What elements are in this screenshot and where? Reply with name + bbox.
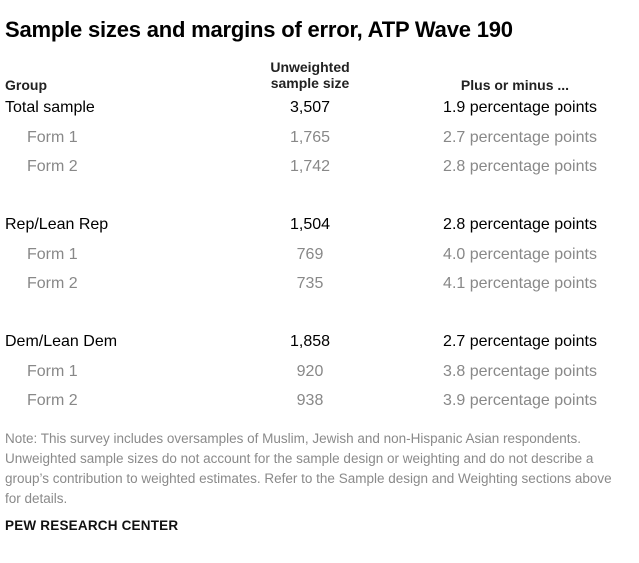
table-title: Sample sizes and margins of error, ATP W…: [5, 17, 513, 42]
source-credit: PEW RESEARCH CENTER: [5, 518, 179, 533]
row-margin-of-error: 2.7 percentage points: [443, 333, 597, 350]
row-margin-of-error: 4.1 percentage points: [443, 275, 597, 292]
table-row: Form 2 1,742 2.8 percentage points: [0, 158, 639, 180]
row-group-label: Rep/Lean Rep: [5, 216, 109, 233]
table-row: Form 1 920 3.8 percentage points: [0, 363, 639, 385]
row-group-label: Dem/Lean Dem: [5, 333, 118, 350]
row-sample-size: 920: [296, 363, 324, 380]
table-row: Form 1 769 4.0 percentage points: [0, 246, 639, 268]
row-margin-of-error: 3.8 percentage points: [443, 363, 597, 380]
column-header-margin-of-error: Plus or minus ...: [460, 77, 570, 93]
column-header-group: Group: [5, 77, 47, 93]
row-group-label: Form 1: [27, 129, 78, 146]
row-margin-of-error: 2.7 percentage points: [443, 129, 597, 146]
row-sample-size: 1,504: [289, 216, 331, 233]
row-group-label: Total sample: [5, 99, 95, 116]
table-row: Rep/Lean Rep 1,504 2.8 percentage points: [0, 216, 639, 238]
column-header-sample-size-line2: sample size: [270, 75, 350, 91]
table-row: Form 1 1,765 2.7 percentage points: [0, 129, 639, 151]
row-group-label: Form 2: [27, 158, 78, 175]
row-margin-of-error: 3.9 percentage points: [443, 392, 597, 409]
table-row: Form 2 735 4.1 percentage points: [0, 275, 639, 297]
row-sample-size: 1,858: [289, 333, 331, 350]
row-group-label: Form 1: [27, 246, 78, 263]
row-sample-size: 735: [296, 275, 324, 292]
row-margin-of-error: 4.0 percentage points: [443, 246, 597, 263]
footnote: Note: This survey includes oversamples o…: [5, 431, 612, 506]
row-margin-of-error: 2.8 percentage points: [443, 216, 597, 233]
table-row: Form 2 938 3.9 percentage points: [0, 392, 639, 414]
row-sample-size: 769: [296, 246, 324, 263]
row-group-label: Form 2: [27, 275, 78, 292]
row-group-label: Form 1: [27, 363, 78, 380]
table-row: Total sample 3,507 1.9 percentage points: [0, 99, 639, 121]
row-margin-of-error: 2.8 percentage points: [443, 158, 597, 175]
column-header-sample-size: Unweighted sample size: [235, 59, 385, 91]
row-group-label: Form 2: [27, 392, 78, 409]
row-sample-size: 1,765: [289, 129, 331, 146]
row-margin-of-error: 1.9 percentage points: [443, 99, 597, 116]
table-row: Dem/Lean Dem 1,858 2.7 percentage points: [0, 333, 639, 355]
row-sample-size: 938: [296, 392, 324, 409]
row-sample-size: 3,507: [289, 99, 331, 116]
column-header-sample-size-line1: Unweighted: [270, 59, 350, 75]
row-sample-size: 1,742: [289, 158, 331, 175]
